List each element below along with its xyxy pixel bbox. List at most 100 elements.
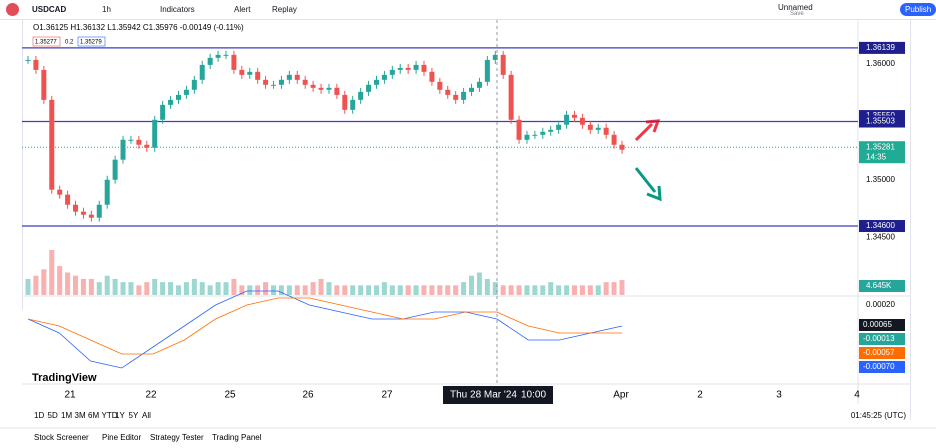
left-toolbar xyxy=(0,20,23,310)
volume-bar xyxy=(429,285,435,295)
volume-bar xyxy=(310,282,316,295)
range-button[interactable]: 1D xyxy=(34,411,44,420)
candle xyxy=(611,134,617,145)
range-button[interactable]: 5D xyxy=(48,411,58,420)
range-button[interactable]: 5Y xyxy=(129,411,139,420)
volume-bar xyxy=(611,282,617,295)
candle xyxy=(73,204,79,212)
volume-bar xyxy=(587,285,593,295)
candle xyxy=(310,84,316,88)
volume-bar xyxy=(484,278,490,295)
volume-bar xyxy=(524,285,530,295)
indicators[interactable]: Indicators xyxy=(160,5,195,14)
volume-bar xyxy=(255,285,261,295)
candle xyxy=(397,67,403,70)
volume-bar xyxy=(207,285,213,295)
range-button[interactable]: YTD xyxy=(102,411,118,420)
candle xyxy=(429,71,435,82)
interval[interactable]: 1h xyxy=(102,5,111,14)
right-toolbar xyxy=(910,20,936,420)
volume-bar xyxy=(421,285,427,295)
volume-bar xyxy=(25,278,31,295)
volume-bar xyxy=(453,285,459,295)
volume-bar xyxy=(508,285,514,295)
alert[interactable]: Alert xyxy=(234,5,251,14)
x-tick-label: 2 xyxy=(697,390,703,401)
candle xyxy=(516,119,522,140)
publish-button[interactable]: Publish xyxy=(900,3,936,16)
volume-bar xyxy=(350,285,356,295)
candle xyxy=(144,144,150,148)
volume-bar xyxy=(413,285,419,295)
symbol[interactable]: USDCAD xyxy=(32,5,67,14)
candle xyxy=(152,119,158,148)
volume-bar xyxy=(397,285,403,295)
volume-bar xyxy=(603,282,609,295)
x-tick-label: 22 xyxy=(145,390,157,401)
volume-bar xyxy=(112,278,118,295)
ask-box xyxy=(77,36,106,47)
volume-bar xyxy=(128,282,134,295)
macd-tick-label: 0.00020 xyxy=(866,300,895,309)
volume-bar xyxy=(199,282,205,295)
volume-bar xyxy=(96,282,102,295)
volume-bar xyxy=(476,272,482,295)
volume-bar xyxy=(445,285,451,295)
volume-bar xyxy=(33,275,39,295)
volume-bar xyxy=(65,272,71,295)
candle xyxy=(294,74,300,80)
volume-bar xyxy=(49,250,55,295)
volume-bar xyxy=(461,282,467,295)
volume-bar xyxy=(389,285,395,295)
range-button[interactable]: 1M xyxy=(61,411,72,420)
range-button[interactable]: 1Y xyxy=(115,411,125,420)
volume-bar xyxy=(175,285,181,295)
brand: TradingView xyxy=(32,372,97,384)
volume-bar xyxy=(334,285,340,295)
bottom-tab[interactable]: Pine Editor xyxy=(102,433,141,442)
candle xyxy=(104,179,110,205)
candle xyxy=(453,94,459,100)
volume-bar xyxy=(595,285,601,295)
volume-bar xyxy=(619,280,625,295)
spread: 0.2 xyxy=(65,40,74,46)
candle xyxy=(350,99,356,110)
bottom-tab[interactable]: Strategy Tester xyxy=(150,433,204,442)
candle xyxy=(437,81,443,90)
volume-bar xyxy=(540,285,546,295)
x-tick-label: 4 xyxy=(854,390,860,401)
candle xyxy=(564,114,570,125)
candle xyxy=(263,79,269,85)
replay[interactable]: Replay xyxy=(272,5,297,14)
level-label: 1.36139 xyxy=(866,43,895,52)
save[interactable]: Save xyxy=(790,11,804,17)
range-button[interactable]: All xyxy=(142,411,151,420)
volume-bar xyxy=(247,285,253,295)
range-button[interactable]: 3M xyxy=(75,411,86,420)
candle xyxy=(49,99,55,190)
bottom-tab[interactable]: Stock Screener xyxy=(34,433,89,442)
volume-bar xyxy=(231,278,237,295)
candle xyxy=(65,194,71,205)
bottom-tab[interactable]: Trading Panel xyxy=(212,433,262,442)
avatar[interactable] xyxy=(6,3,19,16)
range-button[interactable]: 6M xyxy=(88,411,99,420)
candle xyxy=(413,64,419,70)
volume-bar xyxy=(160,282,166,295)
volume-bar xyxy=(88,278,94,295)
candle xyxy=(136,139,142,145)
candle xyxy=(579,117,585,125)
layout-name[interactable]: Unnamed xyxy=(778,3,813,12)
volume-bar xyxy=(136,285,142,295)
candles xyxy=(25,50,625,222)
candle xyxy=(207,57,213,65)
crosshair-time: 10:00 xyxy=(521,390,546,401)
volume-bar xyxy=(548,282,554,295)
volume-bar xyxy=(263,282,269,295)
candle xyxy=(326,87,332,90)
volume-bar xyxy=(120,282,126,295)
candle xyxy=(540,131,546,135)
candle xyxy=(476,81,482,88)
candle xyxy=(461,91,467,100)
